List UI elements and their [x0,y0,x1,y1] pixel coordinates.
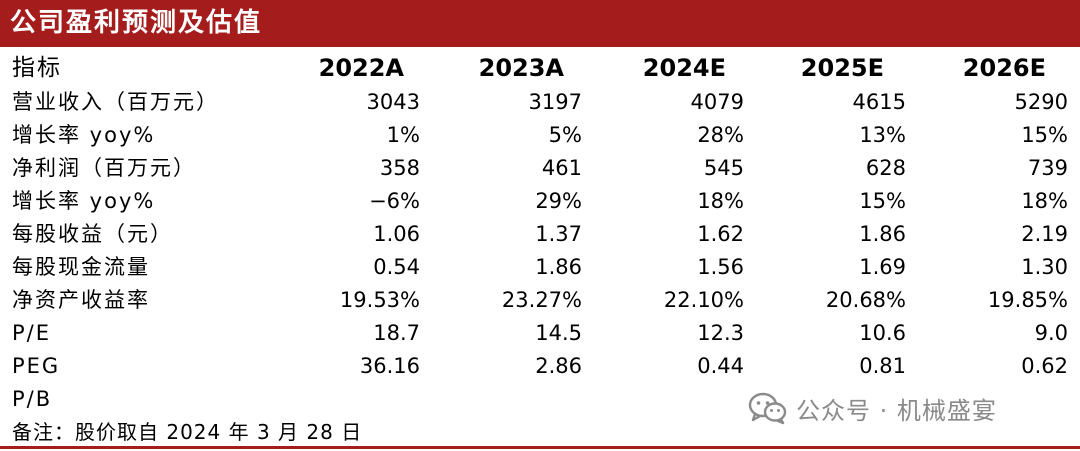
row-value: 12.3 [697,321,744,345]
row-value: 5% [548,123,582,147]
row-value: 28% [697,123,744,147]
footer-rule [0,446,1080,449]
watermark-text: 公众号 · 机械盛宴 [796,396,997,425]
row-value: 3043 [366,90,420,114]
table-row: 净利润（百万元） 358 461 545 628 739 [0,152,1080,185]
row-value: 461 [541,156,582,180]
forecast-table: 指标 2022A 2023A 2024E 2025E 2026E 营业收入（百万… [0,50,1080,416]
table-row: PEG 36.16 2.86 0.44 0.81 0.62 [0,350,1080,383]
row-value: 1.86 [535,255,582,279]
row-value: 4079 [690,90,744,114]
row-value: 628 [865,156,906,180]
table-row: 每股现金流量 0.54 1.86 1.56 1.69 1.30 [0,251,1080,284]
table-row: 增长率 yoy% −6% 29% 18% 15% 18% [0,185,1080,218]
header-label: 指标 [12,55,62,81]
row-value: 358 [379,156,420,180]
row-value: 5290 [1014,90,1068,114]
row-value: 14.5 [535,321,582,345]
row-value: 2.86 [535,354,582,378]
table-row: 净资产收益率 19.53% 23.27% 22.10% 20.68% 19.85% [0,284,1080,317]
row-value: 545 [703,156,744,180]
row-value: 1.62 [697,222,744,246]
row-label: PEG [12,354,61,378]
header-year: 2025E [800,54,884,82]
row-label: 每股现金流量 [12,255,150,279]
row-value: 0.81 [859,354,906,378]
row-value: 2.19 [1021,222,1068,246]
header-year: 2024E [642,54,726,82]
table-body: 营业收入（百万元） 3043 3197 4079 4615 5290 增长率 yoy% 1% 5… [0,86,1080,416]
row-value: 1.86 [859,222,906,246]
row-value: 1.69 [859,255,906,279]
table-header-row: 指标 2022A 2023A 2024E 2025E 2026E [0,50,1080,86]
table-row: P/B [0,383,1080,416]
row-value: 19.53% [339,288,420,312]
row-value: 1% [386,123,420,147]
row-value: 29% [535,189,582,213]
row-value: 0.54 [373,255,420,279]
row-label: 增长率 yoy% [12,123,156,147]
header-year: 2023A [478,54,564,82]
row-value: 18.7 [373,321,420,345]
row-value: −6% [369,189,420,213]
row-value: 13% [859,123,906,147]
row-value: 15% [1021,123,1068,147]
row-value: 3197 [528,90,582,114]
row-label: P/E [12,321,52,345]
row-value: 15% [859,189,906,213]
row-label: 净利润（百万元） [12,156,196,180]
row-value: 10.6 [859,321,906,345]
table-row: 增长率 yoy% 1% 5% 28% 13% 15% [0,119,1080,152]
header-year: 2022A [318,54,404,82]
row-value: 739 [1027,156,1068,180]
row-value: 18% [697,189,744,213]
row-value: 20.68% [825,288,906,312]
title-bar: 公司盈利预测及估值 [0,0,1080,47]
row-value: 19.85% [987,288,1068,312]
row-value: 4615 [852,90,906,114]
header-year: 2026E [962,54,1046,82]
wechat-icon [748,392,787,425]
row-value: 22.10% [663,288,744,312]
row-label: 营业收入（百万元） [12,90,219,114]
row-value: 1.37 [535,222,582,246]
row-value: 0.62 [1021,354,1068,378]
row-label: 增长率 yoy% [12,189,156,213]
table-title: 公司盈利预测及估值 [10,8,263,38]
table-row: P/E 18.7 14.5 12.3 10.6 9.0 [0,317,1080,350]
watermark: 公众号 · 机械盛宴 [748,388,997,428]
row-value: 1.56 [697,255,744,279]
table-row: 营业收入（百万元） 3043 3197 4079 4615 5290 [0,86,1080,119]
row-value: 36.16 [359,354,420,378]
row-label: 净资产收益率 [12,288,150,312]
table-row: 每股收益（元） 1.06 1.37 1.62 1.86 2.19 [0,218,1080,251]
row-value: 0.44 [697,354,744,378]
row-label: P/B [12,387,53,411]
row-value: 18% [1021,189,1068,213]
row-value: 1.06 [373,222,420,246]
footnote: 备注：股价取自 2024 年 3 月 28 日 [12,420,363,444]
row-label: 每股收益（元） [12,222,173,246]
row-value: 1.30 [1021,255,1068,279]
row-value: 9.0 [1034,321,1068,345]
row-value: 23.27% [501,288,582,312]
